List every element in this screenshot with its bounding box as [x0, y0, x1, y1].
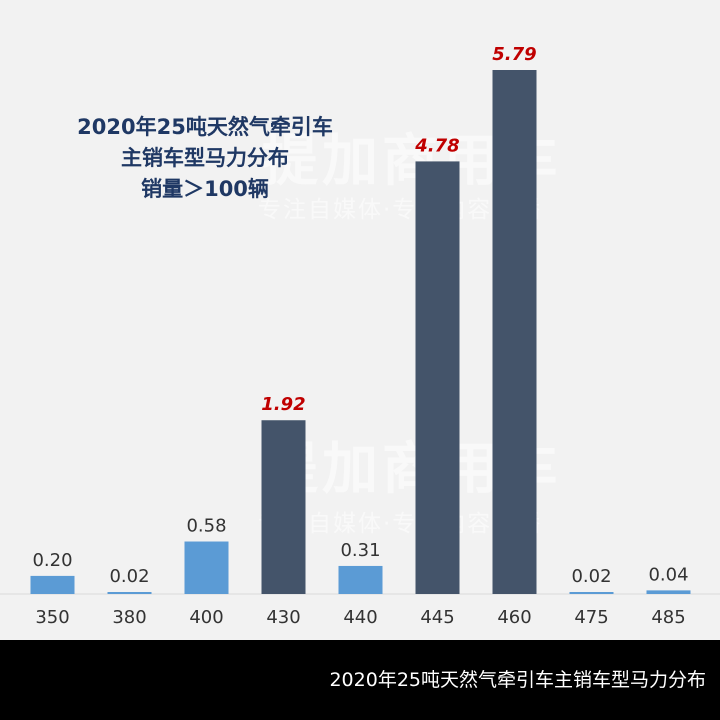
x-tick-label-400: 400	[189, 607, 223, 628]
x-tick-label-380: 380	[112, 607, 146, 628]
x-tick-label-485: 485	[651, 607, 685, 628]
data-label-400: 0.58	[186, 516, 226, 537]
caption-text: 2020年25吨天然气牵引车主销车型马力分布	[329, 669, 706, 691]
bar-485	[646, 590, 691, 594]
data-label-380: 0.02	[109, 566, 149, 587]
bar-chart: 0.20 350 0.02 380 0.58 400 1.92 430 0.31 440 4.78 4…	[0, 44, 720, 628]
chart-title-line-3: 销量＞100辆	[141, 177, 269, 201]
bar-350	[30, 575, 75, 594]
bar-380	[107, 592, 152, 594]
chart-area: 提加商用车 专注自媒体·专注内容传播 提加商用车 专注自媒体·专注内容传播 0.…	[0, 0, 720, 640]
x-tick-label-440: 440	[343, 607, 377, 628]
data-label-430: 1.92	[261, 394, 305, 415]
bar-440	[338, 565, 383, 594]
x-tick-label-445: 445	[420, 607, 454, 628]
bar-460	[492, 70, 537, 594]
x-tick-label-460: 460	[497, 607, 531, 628]
chart-title-line-2: 主销车型马力分布	[121, 146, 289, 170]
data-label-485: 0.04	[648, 564, 688, 585]
caption-bar: 2020年25吨天然气牵引车主销车型马力分布	[0, 640, 720, 720]
data-label-350: 0.20	[32, 550, 72, 571]
data-label-445: 4.78	[414, 135, 459, 156]
bar-475	[569, 592, 614, 594]
x-tick-label-430: 430	[266, 607, 300, 628]
bar-445	[415, 161, 460, 594]
data-label-475: 0.02	[571, 566, 611, 587]
x-tick-label-475: 475	[574, 607, 608, 628]
data-label-460: 5.79	[492, 44, 536, 65]
bar-400	[184, 541, 229, 594]
chart-title-line-1: 2020年25吨天然气牵引车	[77, 115, 333, 139]
x-tick-label-350: 350	[35, 607, 69, 628]
chart-title: 2020年25吨天然气牵引车 主销车型马力分布 销量＞100辆	[40, 112, 370, 205]
data-label-440: 0.31	[340, 540, 380, 561]
bar-430	[261, 420, 306, 594]
